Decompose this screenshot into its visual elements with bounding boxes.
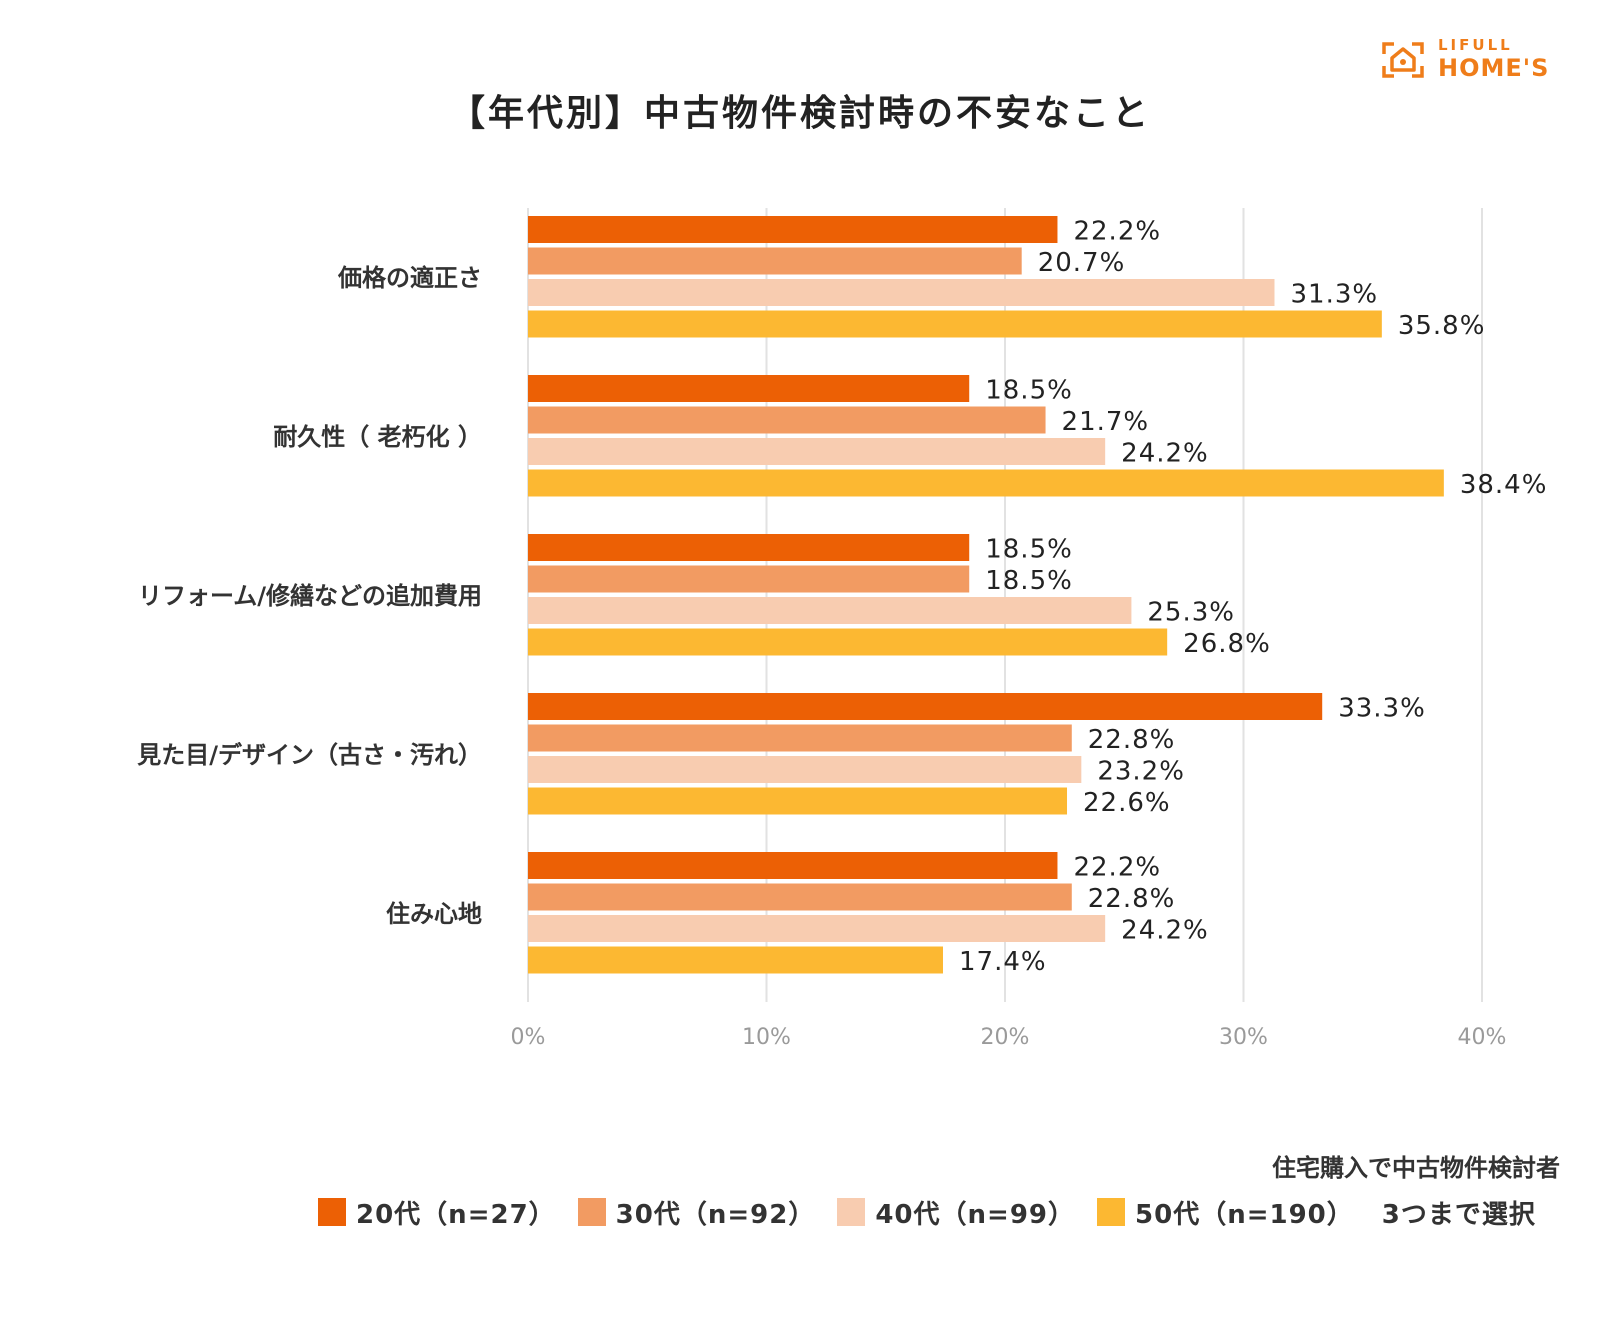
value-label: 22.8% xyxy=(1088,884,1176,914)
x-tick-label: 10% xyxy=(742,1025,791,1050)
home-logo-icon xyxy=(1382,42,1424,78)
bar xyxy=(528,534,970,561)
category-label: 耐久性（ 老朽化 ） xyxy=(273,423,482,451)
legend-swatch xyxy=(318,1198,346,1226)
bar xyxy=(528,628,1168,656)
value-label: 25.3% xyxy=(1147,598,1235,628)
category-label: 見た目/デザイン（古さ・汚れ） xyxy=(137,741,482,769)
bar xyxy=(528,852,1058,879)
category-label: リフォーム/修繕などの追加費用 xyxy=(138,582,482,610)
value-label: 20.7% xyxy=(1038,248,1126,278)
value-label: 35.8% xyxy=(1398,311,1486,341)
lifull-homes-logo: LIFULL HOME'S xyxy=(1380,36,1570,86)
bar xyxy=(528,946,943,974)
value-label: 22.2% xyxy=(1073,853,1161,883)
value-label: 18.5% xyxy=(985,376,1073,406)
bar xyxy=(528,565,970,593)
value-label: 22.6% xyxy=(1083,788,1171,818)
value-label: 18.5% xyxy=(985,566,1073,596)
value-label: 31.3% xyxy=(1291,280,1379,310)
value-label: 23.2% xyxy=(1097,757,1185,787)
respondents-note: 住宅購入で中古物件検討者 xyxy=(1272,1154,1560,1182)
bar xyxy=(528,597,1132,624)
legend-label: 30代（n=92） xyxy=(615,1199,816,1230)
legend-item: 30代（n=92） xyxy=(577,1194,816,1231)
legend-swatch xyxy=(577,1198,606,1226)
value-label: 26.8% xyxy=(1183,629,1271,659)
value-label: 22.8% xyxy=(1088,725,1176,755)
bars xyxy=(528,216,1444,974)
labels: 0% 10% 20% 30% 40%価格の適正さ22.2%20.7%31.3%35.8%… xyxy=(137,217,1548,1051)
legend-item: 40代（n=99） xyxy=(837,1194,1075,1231)
bar xyxy=(528,756,1082,783)
legend-label: 20代（n=27） xyxy=(356,1199,556,1230)
legend: 20代（n=27） 30代（n=92） 40代（n=99） 50代（n=190） 3つま… xyxy=(318,1192,1536,1232)
category-label: 価格の適正さ xyxy=(337,264,482,292)
legend-swatch xyxy=(1097,1198,1126,1226)
value-label: 24.2% xyxy=(1121,439,1209,469)
x-tick-label: 0% xyxy=(511,1025,546,1050)
bar xyxy=(528,375,970,402)
chart-title: 【年代別】中古物件検討時の不安なこと xyxy=(448,93,1151,134)
bar xyxy=(528,279,1275,306)
legend-label: 40代（n=99） xyxy=(875,1199,1076,1230)
legend-swatch xyxy=(837,1198,866,1226)
logo-text-homes: HOME'S xyxy=(1438,54,1550,82)
x-tick-label: 30% xyxy=(1219,1025,1268,1050)
value-label: 38.4% xyxy=(1460,470,1548,500)
value-label: 17.4% xyxy=(959,947,1047,977)
bar xyxy=(528,693,1323,720)
value-label: 18.5% xyxy=(985,535,1073,565)
bar-chart: 0% 10% 20% 30% 40%価格の適正さ22.2%20.7%31.3%35.8%… xyxy=(137,208,1548,1051)
selection-note: 3つまで選択 xyxy=(1381,1199,1536,1230)
bar xyxy=(528,438,1106,465)
value-label: 33.3% xyxy=(1338,694,1426,724)
value-label: 21.7% xyxy=(1062,407,1150,437)
logo-text-lifull: LIFULL xyxy=(1438,36,1513,54)
legend-item: 20代（n=27） xyxy=(318,1194,556,1231)
value-label: 24.2% xyxy=(1121,916,1209,946)
legend-label: 50代（n=190） xyxy=(1135,1199,1354,1230)
bar xyxy=(528,883,1072,911)
value-label: 22.2% xyxy=(1073,217,1161,247)
bar xyxy=(528,724,1072,752)
bar xyxy=(528,310,1382,338)
category-label: 住み心地 xyxy=(386,900,482,928)
x-tick-label: 20% xyxy=(981,1025,1030,1050)
x-tick-label: 40% xyxy=(1458,1025,1507,1050)
bar xyxy=(528,787,1068,815)
bar xyxy=(528,406,1046,434)
bar xyxy=(528,469,1444,497)
legend-item: 50代（n=190） xyxy=(1097,1194,1354,1231)
bar xyxy=(528,247,1022,275)
bar xyxy=(528,915,1106,942)
bar xyxy=(528,216,1058,243)
